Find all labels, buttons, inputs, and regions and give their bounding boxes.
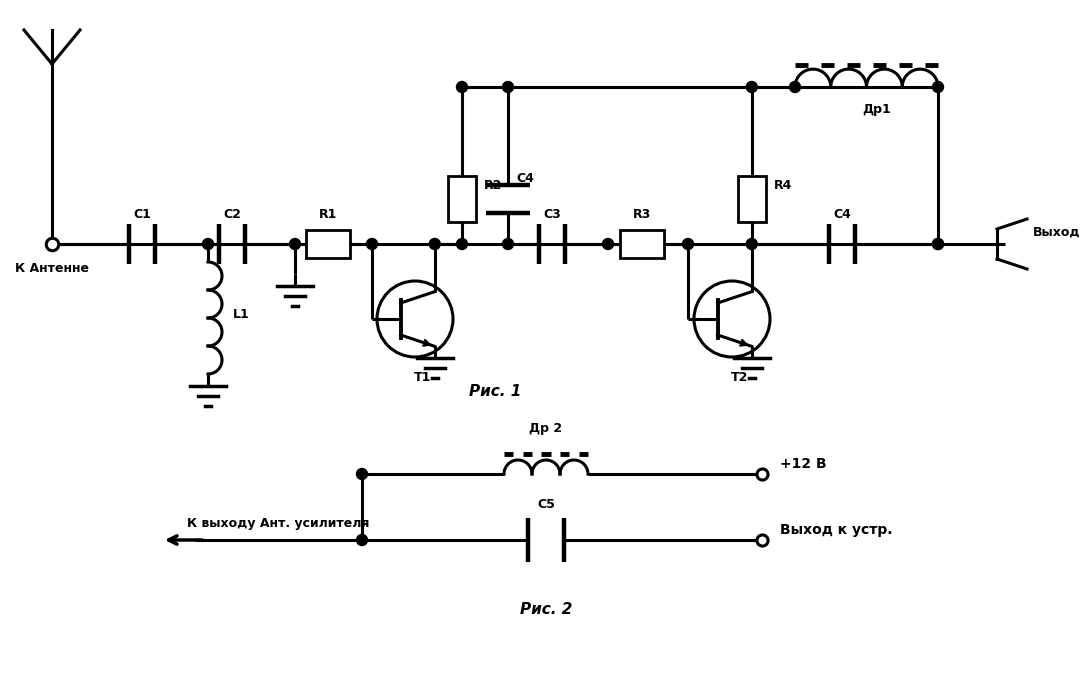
Bar bbox=[306, 230, 351, 258]
Text: C2: C2 bbox=[223, 208, 241, 221]
Circle shape bbox=[202, 239, 214, 250]
Text: C1: C1 bbox=[133, 208, 151, 221]
Circle shape bbox=[289, 239, 300, 250]
Circle shape bbox=[456, 82, 467, 93]
Circle shape bbox=[682, 239, 693, 250]
Text: T1: T1 bbox=[414, 371, 431, 384]
Bar bbox=[738, 176, 765, 222]
Text: Рис. 2: Рис. 2 bbox=[520, 602, 572, 617]
Bar bbox=[448, 176, 476, 222]
Bar bbox=[620, 230, 664, 258]
Text: +12 В: +12 В bbox=[780, 457, 827, 471]
Circle shape bbox=[933, 239, 943, 250]
Text: T2: T2 bbox=[732, 371, 749, 384]
Text: C3: C3 bbox=[543, 208, 561, 221]
Text: Выход к устр.: Выход к устр. bbox=[780, 523, 892, 537]
Text: Дp1: Дp1 bbox=[862, 103, 891, 116]
Circle shape bbox=[429, 239, 440, 250]
Circle shape bbox=[603, 239, 614, 250]
Text: Дp 2: Дp 2 bbox=[530, 422, 562, 435]
Text: R2: R2 bbox=[484, 179, 502, 192]
Circle shape bbox=[456, 239, 467, 250]
Circle shape bbox=[367, 239, 378, 250]
Text: R1: R1 bbox=[319, 208, 337, 221]
Circle shape bbox=[356, 534, 368, 545]
Circle shape bbox=[790, 82, 800, 93]
Circle shape bbox=[746, 82, 757, 93]
Text: C4: C4 bbox=[833, 208, 851, 221]
Text: Выход: Выход bbox=[1033, 226, 1081, 239]
Circle shape bbox=[746, 239, 757, 250]
Text: К выходу Ант. усилителя: К выходу Ант. усилителя bbox=[187, 517, 369, 530]
Text: R3: R3 bbox=[633, 208, 651, 221]
Circle shape bbox=[502, 239, 513, 250]
Text: R4: R4 bbox=[774, 179, 792, 192]
Circle shape bbox=[502, 82, 513, 93]
Text: C4: C4 bbox=[517, 172, 534, 185]
Text: L1: L1 bbox=[233, 308, 250, 321]
Circle shape bbox=[933, 239, 943, 250]
Circle shape bbox=[356, 468, 368, 480]
Text: К Антенне: К Антенне bbox=[15, 262, 90, 275]
Text: Рис. 1: Рис. 1 bbox=[468, 384, 521, 399]
Circle shape bbox=[933, 82, 943, 93]
Text: C5: C5 bbox=[537, 498, 555, 511]
